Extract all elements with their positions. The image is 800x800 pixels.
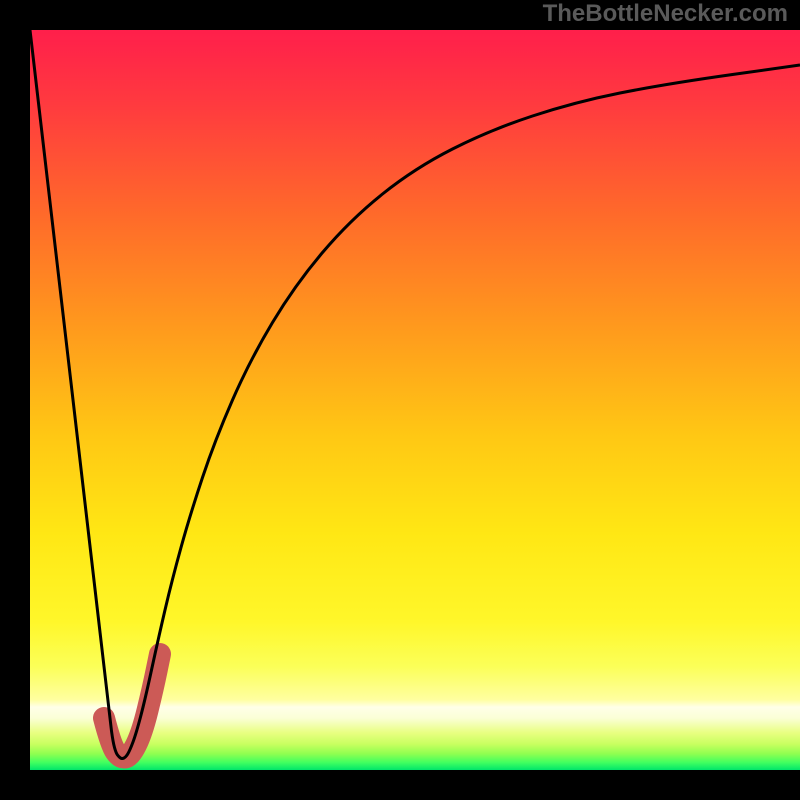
gradient-background [30,30,800,770]
watermark-text: TheBottleNecker.com [543,0,788,28]
chart-container: { "watermark": { "text": "TheBottleNecke… [0,0,800,800]
bottleneck-chart [0,0,800,800]
